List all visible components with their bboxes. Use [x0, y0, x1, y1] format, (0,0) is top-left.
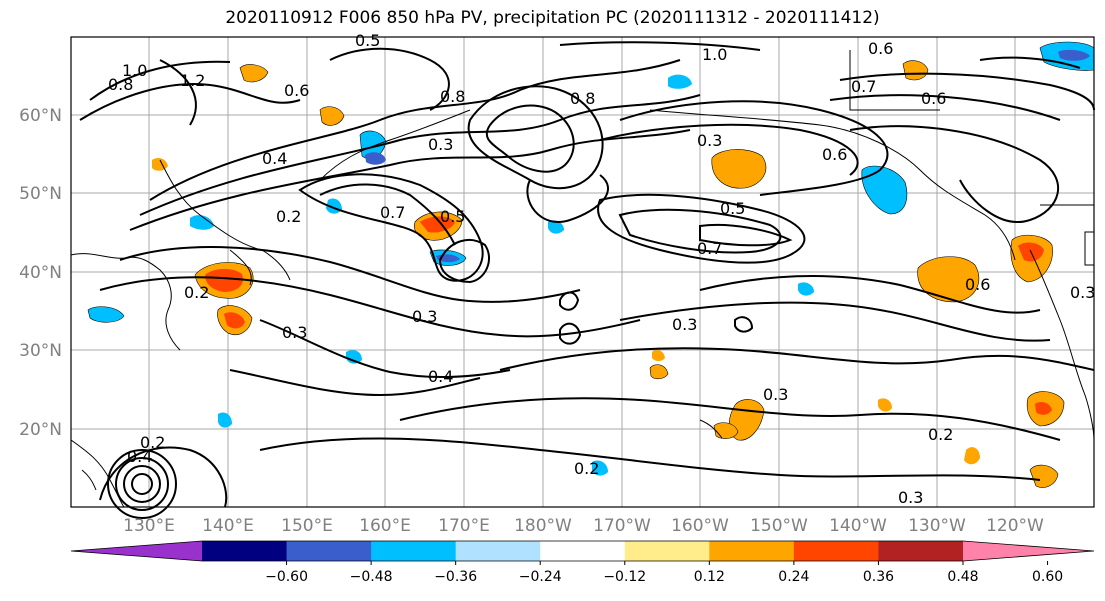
map-border: [70, 36, 1095, 508]
contour-label: 0.3: [1070, 283, 1095, 302]
lon-label: 130°E: [123, 516, 175, 536]
lon-axis: 130°E 140°E 150°E 160°E 170°E 180°W 170°…: [123, 516, 1044, 536]
contour-label: 0.3: [428, 135, 453, 154]
colorbar-segment: [878, 541, 964, 561]
coastlines: [70, 50, 1095, 508]
contour-label: 0.2: [276, 207, 301, 226]
contour-label: 0.6: [965, 275, 990, 294]
lon-label: 130°W: [908, 516, 966, 536]
lon-label: 120°W: [986, 516, 1044, 536]
colorbar-tick-label: 0.24: [778, 569, 809, 585]
contour-label: 0.7: [697, 239, 722, 258]
contour-label: 0.3: [412, 307, 437, 326]
contour-label: 0.6: [284, 81, 309, 100]
lat-label: 40°N: [19, 263, 62, 283]
pv-contours: [79, 41, 1095, 519]
contour-label: 0.3: [697, 131, 722, 150]
contour-label: 0.2: [574, 459, 599, 478]
lon-label: 140°W: [829, 516, 887, 536]
lon-label: 180°W: [514, 516, 572, 536]
contour-label: 0.8: [440, 87, 465, 106]
colorbar-tick-label: 0.12: [694, 569, 725, 585]
colorbar-tick-label: 0.48: [947, 569, 978, 585]
colorbar-segment: [286, 541, 372, 561]
colorbar-segment: [371, 541, 457, 561]
colorbar-tick-label: −0.36: [434, 569, 477, 585]
contour-label: 0.6: [921, 89, 946, 108]
colorbar-extend-low: [71, 541, 202, 561]
colorbar-segment: [793, 541, 879, 561]
colorbar: −0.60 −0.48 −0.36 −0.24 −0.12 0.12 0.24 0.36 0.4…: [70, 540, 1095, 585]
contour-label: 0.4: [262, 149, 287, 168]
contour-label: 0.6: [868, 39, 893, 58]
contour-label: 0.2: [928, 425, 953, 444]
lon-label: 150°E: [281, 516, 333, 536]
colorbar-tick-label: −0.60: [265, 569, 308, 585]
lon-label: 170°W: [593, 516, 651, 536]
contour-label: 0.7: [380, 203, 405, 222]
colorbar-extend-high: [963, 541, 1094, 561]
chart-title: 2020110912 F006 850 hPa PV, precipitatio…: [225, 8, 880, 28]
colorbar-segment: [455, 541, 541, 561]
lat-label: 20°N: [19, 420, 62, 440]
contour-label: 0.3: [672, 315, 697, 334]
colorbar-tick-label: −0.48: [350, 569, 393, 585]
contour-label: 0.5: [720, 199, 745, 218]
contour-label: 0.5: [355, 31, 380, 50]
lon-label: 170°E: [438, 516, 490, 536]
lat-label: 30°N: [19, 341, 62, 361]
lat-label: 60°N: [19, 106, 62, 126]
contour-label: 0.4: [428, 367, 453, 386]
colorbar-tick-label: −0.24: [519, 569, 562, 585]
colorbar-segment: [540, 541, 626, 561]
colorbar-segment: [202, 541, 288, 561]
contour-labels: 1.0 0.8 1.2 0.6 0.5 0.8 1.0 0.6 0.7 0.6 …: [108, 31, 1095, 507]
gridlines: [71, 37, 1094, 507]
colorbar-tick-label: −0.12: [603, 569, 646, 585]
contour-label: 1.0: [122, 61, 147, 80]
contour-label: 1.0: [702, 45, 727, 64]
colorbar-segment: [709, 541, 795, 561]
contour-label: 0.8: [570, 89, 595, 108]
contour-label: 0.4: [127, 447, 152, 466]
contour-label: 0.8: [108, 75, 133, 94]
lat-axis: 60°N 50°N 40°N 30°N 20°N: [19, 106, 62, 440]
lon-label: 160°E: [359, 516, 411, 536]
colorbar-segment: [624, 541, 710, 561]
contour-label: 0.2: [184, 283, 209, 302]
contour-label: 1.2: [180, 71, 205, 90]
colorbar-tick-label: 0.36: [863, 569, 894, 585]
contour-label: 0.5: [440, 207, 465, 226]
contour-label: 0.3: [898, 488, 923, 507]
colorbar-outline: [70, 540, 1095, 562]
lon-label: 140°E: [202, 516, 254, 536]
lon-label: 160°W: [671, 516, 729, 536]
colorbar-tick-label: 0.60: [1032, 569, 1063, 585]
contour-label: 0.7: [851, 77, 876, 96]
lon-label: 150°W: [750, 516, 808, 536]
contour-label: 0.2: [140, 433, 165, 452]
contour-label: 0.3: [282, 323, 307, 342]
contour-label: 0.3: [763, 385, 788, 404]
contour-label: 0.6: [822, 145, 847, 164]
lat-label: 50°N: [19, 184, 62, 204]
